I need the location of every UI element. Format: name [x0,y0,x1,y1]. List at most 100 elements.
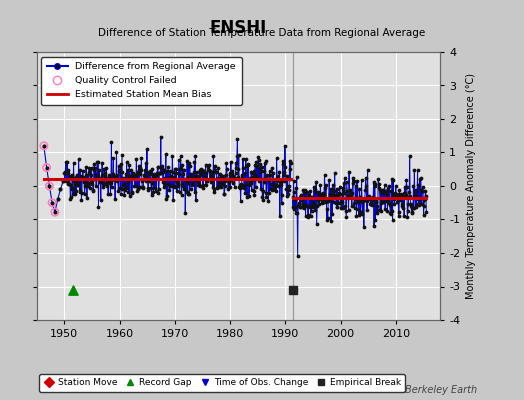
Point [243,194,252,200]
Point [143,178,151,185]
Point [370,223,378,229]
Point [101,181,109,188]
Point [112,175,120,181]
Point [198,167,206,173]
Point [242,156,250,162]
Point [70,178,78,184]
Point [140,172,149,179]
Point [226,184,234,191]
Point [151,174,159,180]
Point [375,187,384,193]
Point [411,189,419,196]
Point [125,162,134,168]
Point [333,186,341,192]
Point [184,174,193,180]
Point [289,204,297,210]
Point [123,184,132,190]
Point [373,203,381,209]
Point [201,162,210,168]
Point [117,190,125,197]
Point [143,169,151,175]
Point [375,181,384,187]
Point [93,159,101,165]
Point [243,180,251,187]
Point [80,191,89,198]
Point [340,190,348,196]
Point [328,210,336,217]
Point [389,192,398,199]
Point [216,179,224,185]
Point [105,175,114,182]
Point [419,184,427,190]
Point [84,169,93,175]
Point [111,176,119,183]
Point [130,172,138,178]
Point [370,183,379,189]
Point [135,184,144,191]
Point [184,180,192,186]
Point [301,186,309,193]
Point [333,204,342,210]
Point [299,186,308,193]
Point [227,176,236,183]
Point [88,180,96,187]
Point [45,183,53,189]
Point [242,163,250,169]
Point [317,191,325,197]
Point [422,193,430,199]
Point [404,201,412,208]
Point [215,184,224,191]
Point [91,176,99,183]
Point [403,208,412,215]
Point [158,165,166,172]
Point [319,190,328,197]
Point [277,178,286,185]
Point [183,191,192,197]
Point [63,167,72,174]
Point [263,176,271,182]
Point [420,197,429,204]
Point [270,176,279,183]
Point [282,177,290,183]
Point [67,182,75,188]
Point [97,178,105,184]
Point [137,167,145,173]
Point [386,210,395,216]
Point [341,203,350,209]
Point [359,198,368,204]
Point [287,160,295,166]
Point [232,170,240,176]
Point [87,172,95,178]
Point [280,172,289,178]
Point [413,193,421,200]
Point [315,196,324,202]
Point [402,177,411,183]
Point [323,216,331,223]
Point [61,177,69,183]
Point [241,170,249,176]
Point [403,214,411,221]
Point [116,185,124,192]
Point [85,166,94,172]
Point [114,188,123,194]
Point [362,182,370,189]
Point [418,188,427,194]
Point [381,188,390,194]
Point [233,152,241,159]
Point [335,189,343,196]
Point [366,196,374,202]
Point [128,190,136,196]
Point [98,160,106,166]
Point [346,193,354,200]
Point [409,183,418,190]
Point [232,160,240,166]
Point [237,181,245,188]
Point [110,173,118,179]
Point [234,174,243,180]
Point [200,176,209,182]
Point [300,189,308,196]
Point [91,165,100,171]
Point [356,208,365,215]
Point [368,193,377,200]
Point [245,182,254,188]
